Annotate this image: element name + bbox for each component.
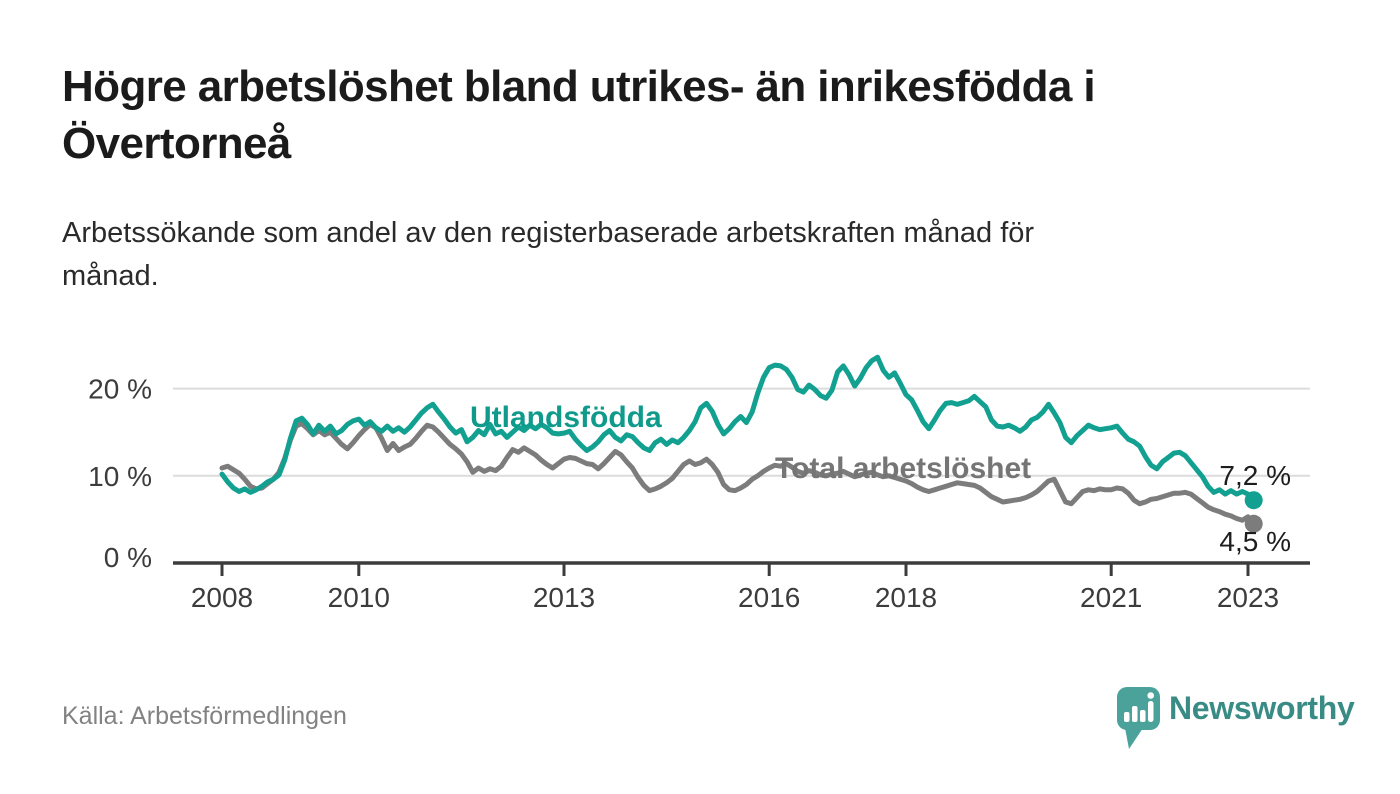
series-label-total-arbetsloshet: Total arbetslöshet	[775, 452, 1032, 485]
x-tick-label: 2016	[738, 582, 800, 613]
y-tick-label: 0 %	[104, 542, 152, 573]
series-end-dot	[1244, 491, 1263, 510]
newsworthy-bubble-chart-icon	[1117, 687, 1160, 749]
brand-wordmark: Newsworthy	[1169, 690, 1355, 726]
end-value-label-utlandsfodda: 7,2 %	[1219, 460, 1291, 491]
series-end-dot	[1244, 514, 1263, 533]
newsworthy-logo: Newsworthy	[1116, 686, 1355, 752]
y-tick-label: 20 %	[88, 374, 152, 405]
series-label-utlandsfodda: Utlandsfödda	[470, 401, 662, 434]
subtitle-line-2: månad.	[62, 260, 159, 292]
end-value-label-total: 4,5 %	[1219, 526, 1291, 557]
subtitle-line-1: Arbetssökande som andel av den registerb…	[62, 217, 1035, 249]
x-tick-label: 2018	[875, 582, 937, 613]
series-line	[219, 354, 1257, 503]
series-line	[219, 421, 1257, 527]
title-line-2: Övertorneå	[62, 119, 291, 168]
x-tick-label: 2008	[191, 582, 253, 613]
source-attribution: Källa: Arbetsförmedlingen	[62, 702, 347, 730]
x-tick-label: 2023	[1217, 582, 1279, 613]
title-line-1: Högre arbetslöshet bland utrikes- än inr…	[62, 62, 1096, 111]
x-tick-label: 2013	[533, 582, 595, 613]
x-tick-label: 2010	[328, 582, 390, 613]
page-title: Högre arbetslöshet bland utrikes- än inr…	[62, 58, 1362, 172]
chart-subtitle: Arbetssökande som andel av den registerb…	[62, 212, 1342, 298]
y-tick-label: 10 %	[88, 461, 152, 492]
x-tick-label: 2021	[1080, 582, 1142, 613]
